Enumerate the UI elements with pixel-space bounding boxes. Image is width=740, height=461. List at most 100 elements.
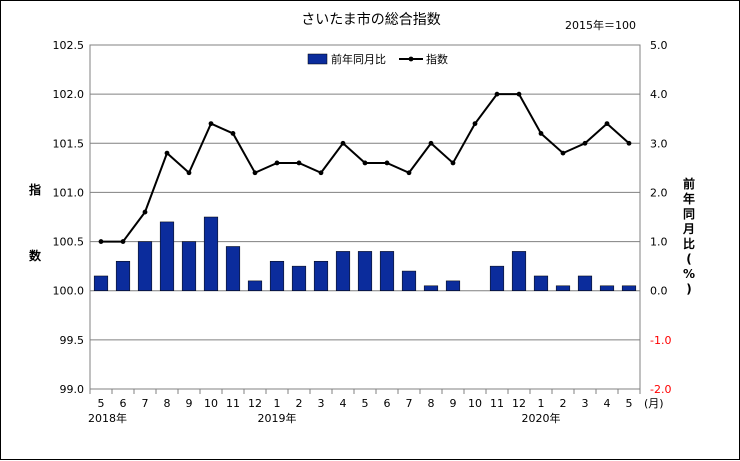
y-right-label-char: 年 <box>682 192 695 206</box>
line-point <box>406 170 412 176</box>
year-label: 2019年 <box>258 411 297 425</box>
x-tick-label: 7 <box>142 397 149 410</box>
line-point <box>472 121 478 127</box>
bar <box>203 216 219 291</box>
line-point <box>296 160 302 166</box>
x-tick-label: 9 <box>450 397 457 410</box>
x-tick-label: 9 <box>186 397 193 410</box>
bar <box>423 285 439 291</box>
plot-frame <box>89 44 641 390</box>
y-left-label-2: 数 <box>29 249 42 263</box>
bar <box>93 275 109 291</box>
bar <box>137 241 153 291</box>
y-right-label-char: 比 <box>682 237 695 251</box>
line-point <box>560 150 566 156</box>
bar <box>445 280 461 291</box>
line-point <box>428 140 434 146</box>
line-point <box>98 239 104 244</box>
y-left-tick-label: 101.0 <box>53 186 85 199</box>
x-unit-label: (月) <box>644 397 664 410</box>
line-point <box>626 140 632 146</box>
line-point <box>362 160 368 166</box>
chart-title: さいたま市の総合指数 <box>301 12 441 28</box>
x-tick-label: 10 <box>204 397 218 410</box>
x-tick-label: 5 <box>98 397 105 410</box>
y-left-label-1: 指 <box>29 183 42 197</box>
x-tick-label: 7 <box>406 397 413 410</box>
bar <box>159 221 175 291</box>
line-point <box>318 170 324 176</box>
y-right-tick-label: 2.0 <box>650 186 668 199</box>
legend-swatch-bar <box>307 53 328 65</box>
y-left-tick-label: 102.5 <box>53 39 85 52</box>
line-point <box>252 170 258 176</box>
line-point <box>274 160 280 166</box>
bar <box>335 251 351 291</box>
x-tick-label: 4 <box>604 397 611 410</box>
line-point <box>582 140 588 146</box>
x-tick-label: 8 <box>164 397 171 410</box>
legend-label-bar: 前年同月比 <box>331 52 386 66</box>
y-right-tick-label: 0.0 <box>650 285 668 298</box>
x-tick-label: 1 <box>274 397 281 410</box>
line-point <box>120 239 126 244</box>
y-right-label-char: 同 <box>682 207 695 221</box>
line-point <box>230 131 236 136</box>
line-point <box>164 150 170 156</box>
x-tick-label: 3 <box>318 397 325 410</box>
x-tick-label: 3 <box>582 397 589 410</box>
x-tick-label: 10 <box>468 397 482 410</box>
bar <box>401 270 417 291</box>
y-right-label: 前 年 同 月 比 ( % ) <box>681 177 697 297</box>
bar <box>533 275 549 291</box>
year-label: 2020年 <box>522 411 561 425</box>
index-line <box>101 93 630 243</box>
line-point <box>186 170 192 176</box>
bar <box>577 275 593 291</box>
line-point <box>516 91 522 97</box>
bar <box>181 241 197 291</box>
bar <box>247 280 263 291</box>
bar <box>621 285 637 291</box>
x-tick-label: 6 <box>120 397 127 410</box>
line-point <box>384 160 390 166</box>
y-left-tick-label: 102.0 <box>53 88 85 101</box>
y-right-label-char: 月 <box>682 222 695 236</box>
y-left-tick-label: 101.5 <box>53 137 85 150</box>
x-tick-label: 2 <box>560 397 567 410</box>
x-tick-label: 1 <box>538 397 545 410</box>
y-right-label-char: ) <box>686 282 692 296</box>
line-point <box>450 160 456 166</box>
y-right-tick-label: 4.0 <box>650 88 668 101</box>
line-point <box>142 209 148 215</box>
x-tick-label: 11 <box>226 397 240 410</box>
line-point <box>538 131 544 136</box>
base-year-note: 2015年＝100 <box>565 19 636 32</box>
x-tick-label: 5 <box>362 397 369 410</box>
bar <box>313 260 329 291</box>
line-point <box>340 140 346 146</box>
y-right-label-char: % <box>682 267 696 281</box>
x-tick-label: 12 <box>248 397 262 410</box>
legend-label-line: 指数 <box>426 52 448 66</box>
bar <box>489 265 505 291</box>
y-left-tick-label: 99.0 <box>60 383 85 396</box>
x-tick-label: 2 <box>296 397 303 410</box>
bar <box>599 285 615 291</box>
y-left-tick-label: 100.0 <box>53 285 85 298</box>
legend-marker-line <box>408 56 414 62</box>
y-right-tick-label: -2.0 <box>650 383 671 396</box>
bar <box>115 260 131 291</box>
y-left-tick-label: 100.5 <box>53 236 85 249</box>
y-right-tick-label: -1.0 <box>650 334 671 347</box>
x-tick-label: 8 <box>428 397 435 410</box>
line-point <box>208 121 214 127</box>
x-tick-label: 5 <box>626 397 633 410</box>
x-tick-label: 12 <box>512 397 526 410</box>
line-point <box>604 121 610 127</box>
year-label: 2018年 <box>88 411 127 425</box>
y-right-tick-label: 1.0 <box>650 236 668 249</box>
bar <box>379 251 395 291</box>
